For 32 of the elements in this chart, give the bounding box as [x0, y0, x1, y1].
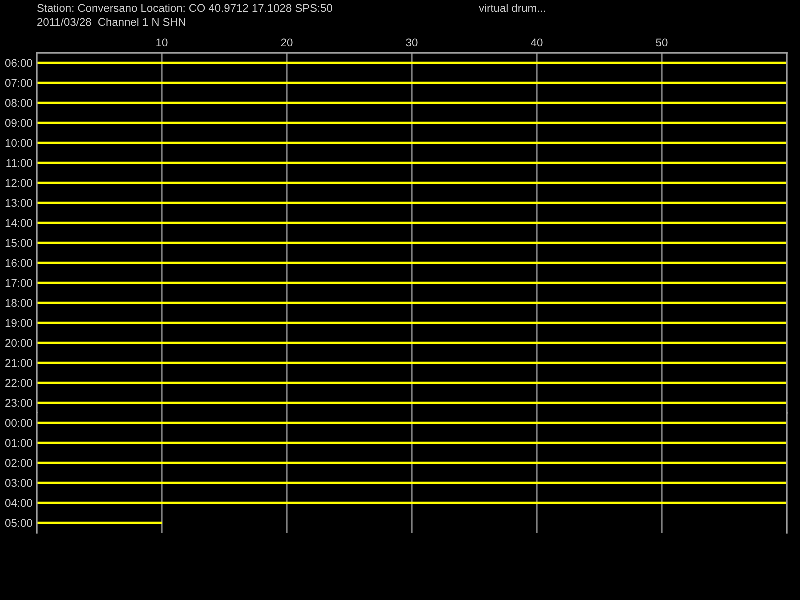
y-tick-label: 05:00 — [5, 519, 32, 528]
x-tick-label: 10 — [156, 38, 168, 47]
y-tick-label: 13:00 — [6, 199, 32, 208]
y-tick-label: 02:00 — [5, 459, 32, 468]
x-tick-label: 40 — [531, 38, 543, 47]
y-tick-label: 08:00 — [5, 99, 32, 108]
y-tick-label: 07:00 — [5, 79, 32, 88]
y-tick-label: 15:00 — [6, 239, 32, 248]
y-tick-label: 09:00 — [5, 119, 32, 128]
y-tick-label: 06:00 — [5, 59, 32, 68]
y-tick-label: 23:00 — [6, 399, 32, 408]
y-tick-label: 18:00 — [6, 299, 32, 308]
y-tick-label: 04:00 — [5, 499, 32, 508]
y-tick-label: 12:00 — [6, 179, 32, 188]
y-tick-label: 20:00 — [6, 339, 32, 348]
y-tick-label: 21:00 — [6, 359, 32, 368]
x-tick-label: 20 — [281, 38, 293, 47]
x-tick-label: 50 — [656, 38, 668, 47]
y-tick-label: 00:00 — [5, 419, 32, 428]
y-tick-label: 22:00 — [6, 379, 32, 388]
chart-subtitle: 2011/03/28 Channel 1 N SHN — [38, 18, 186, 26]
y-tick-label: 11:00 — [6, 159, 32, 168]
y-tick-label: 03:00 — [5, 479, 32, 488]
text: virtual drum... — [479, 4, 546, 12]
y-tick-label: 14:00 — [6, 219, 32, 228]
y-tick-label: 10:00 — [6, 139, 32, 148]
chart-title: Station: Conversano Location: CO 40.9712 17.1028 SPS:50 — [38, 4, 332, 12]
x-tick-label: 30 — [406, 38, 418, 47]
y-tick-label: 17:00 — [6, 279, 32, 288]
y-tick-label: 01:00 — [5, 439, 32, 448]
y-tick-label: 16:00 — [6, 259, 32, 268]
y-tick-label: 19:00 — [6, 319, 32, 328]
